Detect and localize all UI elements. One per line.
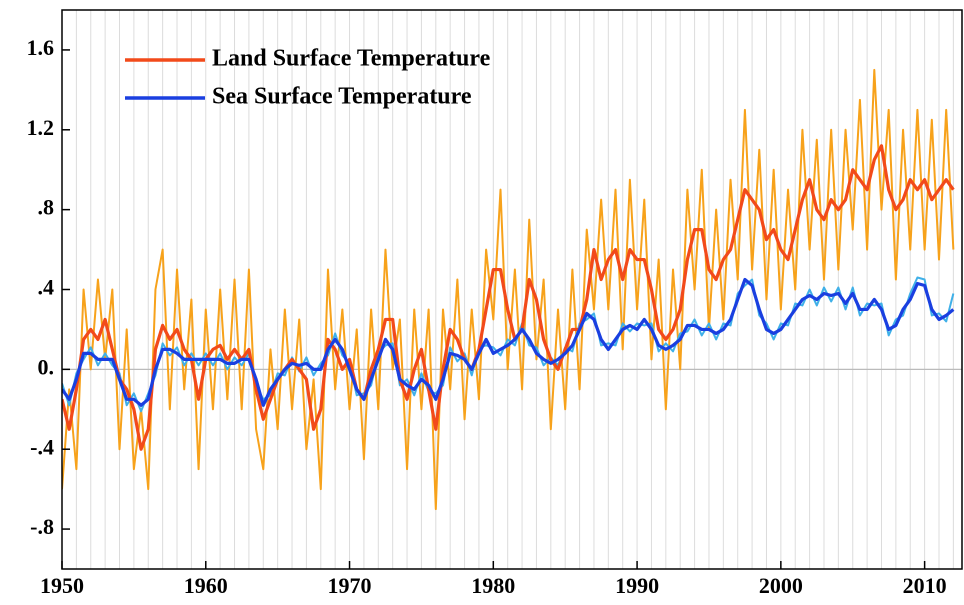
axes: 1950 1960 1970 1980 1990 2000 2010 -.8 -.4 0. .4 .8… [27, 35, 947, 598]
grid [61, 10, 962, 569]
y-tick-label: .8 [38, 195, 55, 220]
legend-label: Land Surface Temperature [212, 46, 491, 72]
y-tick-label: 1.6 [27, 35, 55, 60]
x-tick-label: 1980 [471, 573, 515, 598]
y-tick-label: .4 [38, 275, 55, 300]
plot-frame [61, 9, 963, 570]
raw-line [62, 68, 955, 511]
y-tick-label: 0. [38, 354, 55, 379]
y-tick-label: 1.2 [27, 115, 55, 140]
raw-line [62, 276, 955, 413]
legend: Land Surface Temperature Sea Surface Temp… [125, 46, 491, 110]
x-tick-label: 2000 [759, 573, 803, 598]
x-tick-label: 1950 [40, 573, 84, 598]
x-tick-label: 1970 [328, 573, 372, 598]
smoothed-line [62, 144, 955, 451]
smoothed-line [62, 277, 955, 407]
x-tick-label: 1960 [184, 573, 228, 598]
legend-label: Sea Surface Temperature [212, 84, 472, 110]
plot-area [62, 68, 955, 511]
y-tick-label: -.4 [30, 434, 54, 459]
x-tick-label: 2010 [903, 573, 947, 598]
x-tick-label: 1990 [615, 573, 659, 598]
y-tick-label: -.8 [30, 514, 54, 539]
